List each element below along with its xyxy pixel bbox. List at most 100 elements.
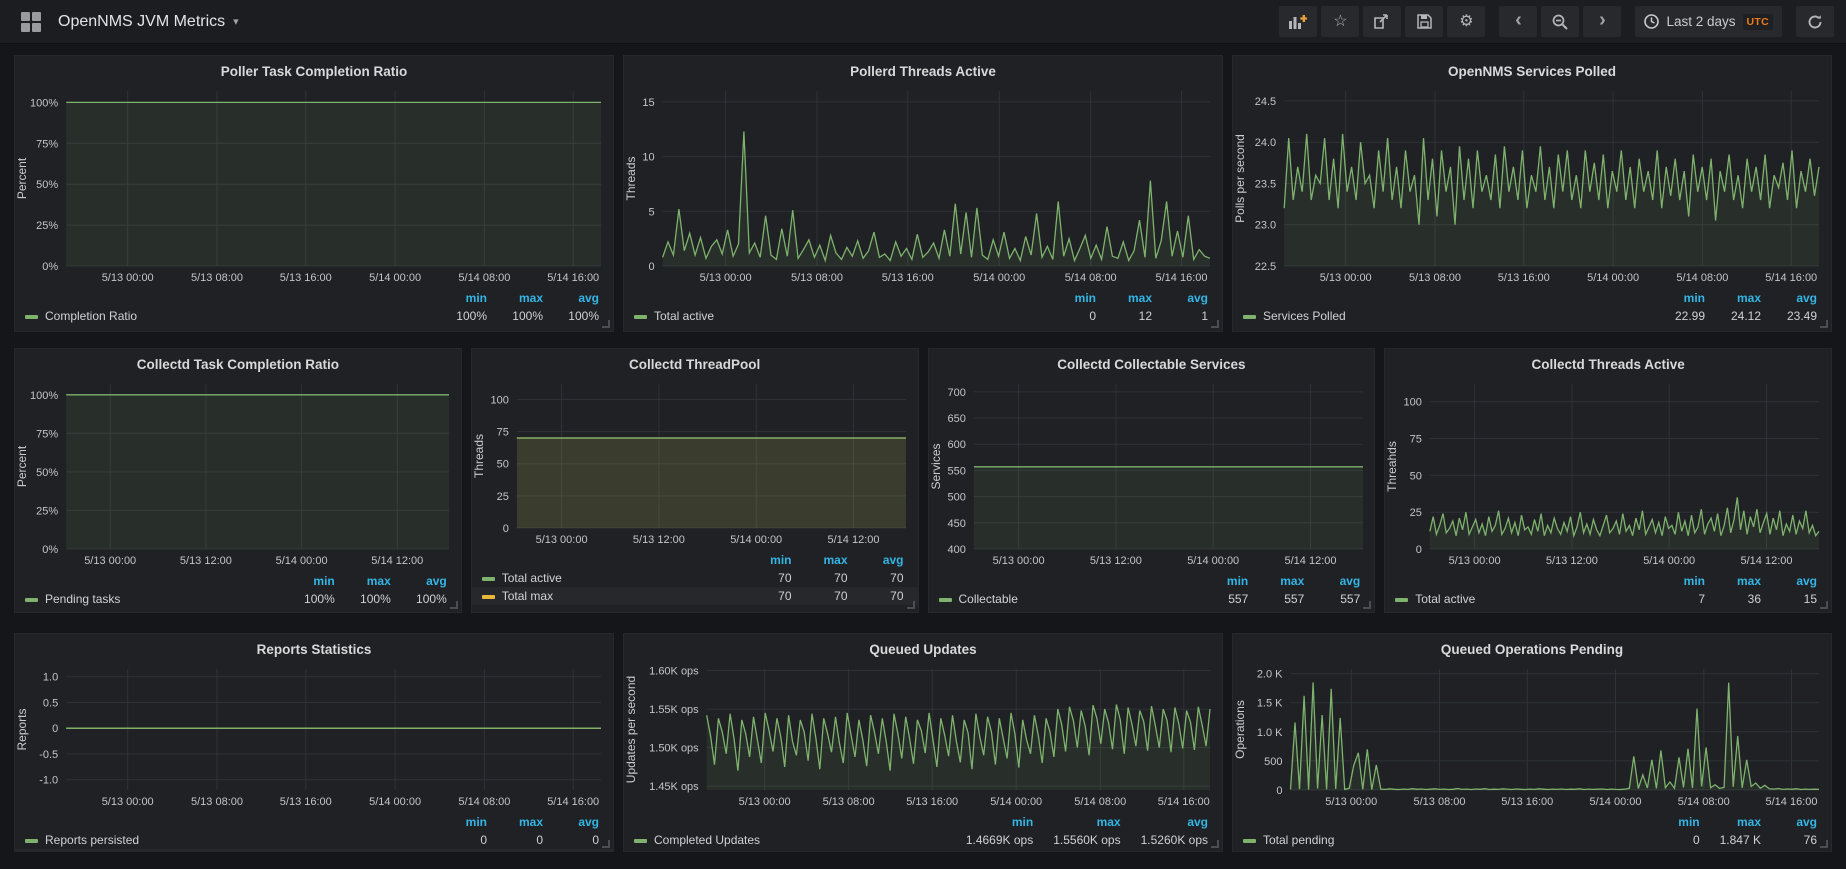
legend-series-label[interactable]: Total active <box>472 569 750 587</box>
refresh-button[interactable] <box>1796 6 1834 37</box>
chart-collectd-task-completion-ratio[interactable]: 0% 25% 50% 75% 100% 5/13 00:00 5/13 12:00 5/14 … <box>15 375 461 570</box>
legend-row-total-active: Total active 0 12 1 <box>624 307 1222 325</box>
legend-series-label[interactable]: Collectable <box>929 590 1207 608</box>
svg-text:75: 75 <box>496 427 508 439</box>
chart-reports-statistics[interactable]: -1.0 -0.5 0 0.5 1.0 5/13 00:00 5/13 08:00 5/13 … <box>15 660 613 811</box>
panel-title-pollerd-threads-active[interactable]: Pollerd Threads Active <box>850 63 996 79</box>
legend-max-header: max <box>823 553 848 567</box>
svg-text:550: 550 <box>947 465 965 477</box>
svg-text:5/13 00:00: 5/13 00:00 <box>739 796 791 808</box>
legend-avg-value: 100% <box>568 309 599 323</box>
svg-text:75%: 75% <box>36 428 58 440</box>
panel-title-reports-statistics[interactable]: Reports Statistics <box>256 641 372 657</box>
legend-max-value: 24.12 <box>1730 309 1761 323</box>
legend-avg-value: 100% <box>416 592 447 606</box>
legend-pollerd-threads-active: min max avg Total active 0 12 1 <box>624 289 1222 325</box>
legend-header: min max avg <box>929 572 1375 590</box>
svg-text:5/13 00:00: 5/13 00:00 <box>1325 796 1377 808</box>
navbar-timepicker-group: Last 2 days UTC <box>1635 6 1782 37</box>
zoom-out-button[interactable] <box>1541 6 1580 37</box>
svg-text:5/13 16:00: 5/13 16:00 <box>1498 272 1550 284</box>
svg-text:50: 50 <box>496 459 508 471</box>
svg-text:5/13 08:00: 5/13 08:00 <box>791 272 843 284</box>
svg-text:450: 450 <box>947 518 965 530</box>
gear-icon: ⚙ <box>1459 12 1474 30</box>
svg-text:5/14 16:00: 5/14 16:00 <box>1765 272 1817 284</box>
dashboard-title[interactable]: OpenNMS JVM Metrics ▾ <box>58 13 239 31</box>
panel-title-poller-task-completion-ratio[interactable]: Poller Task Completion Ratio <box>220 63 408 79</box>
legend-queued-updates: min max avg Completed Updates 1.4669K op… <box>624 813 1222 849</box>
legend-series-label[interactable]: Reports started <box>15 849 445 851</box>
legend-series-label[interactable]: Total active <box>1385 590 1663 608</box>
legend-max-value: 1.847 K <box>1719 833 1761 847</box>
chart-queued-updates[interactable]: 1.45K ops 1.50K ops 1.55K ops 1.60K ops 5/13… <box>624 660 1222 811</box>
svg-text:5/13 12:00: 5/13 12:00 <box>180 555 232 567</box>
legend-header: min max avg <box>1233 289 1831 307</box>
chart-pollerd-threads-active[interactable]: 0 5 10 15 5/13 00:00 5/13 08:00 5/13 16:00 5/14… <box>624 82 1222 287</box>
legend-series-label[interactable]: Total max <box>472 587 750 605</box>
chart-queued-operations-pending[interactable]: 0 500 1.0 K 1.5 K 2.0 K 5/13 00:00 5/13 08:00 5… <box>1233 660 1831 811</box>
legend-avg-header: avg <box>1187 291 1208 305</box>
legend-avg-header: avg <box>1796 574 1817 588</box>
svg-text:2.0 K: 2.0 K <box>1257 669 1283 681</box>
legend-min-value: 0 <box>1692 833 1700 847</box>
time-picker-button[interactable]: Last 2 days UTC <box>1635 6 1782 37</box>
panel-title-collectd-threads-active[interactable]: Collectd Threads Active <box>1531 356 1685 372</box>
panel-title-collectd-threadpool[interactable]: Collectd ThreadPool <box>628 356 761 372</box>
svg-text:Threads: Threads <box>472 434 486 478</box>
legend-series-label[interactable]: Completed Updates <box>624 831 960 849</box>
svg-text:1.0 K: 1.0 K <box>1257 727 1283 739</box>
svg-text:5/13 08:00: 5/13 08:00 <box>1414 796 1466 808</box>
legend-header: min max avg <box>15 813 613 831</box>
svg-text:5/13 08:00: 5/13 08:00 <box>823 796 875 808</box>
svg-text:0%: 0% <box>42 261 58 273</box>
svg-text:23.0: 23.0 <box>1255 220 1276 232</box>
panel-title-collectd-collectable-services[interactable]: Collectd Collectable Services <box>1057 356 1246 372</box>
panel-title-collectd-task-completion-ratio[interactable]: Collectd Task Completion Ratio <box>136 356 340 372</box>
star-button[interactable]: ☆ <box>1321 6 1360 37</box>
svg-text:5/14 12:00: 5/14 12:00 <box>1284 555 1336 567</box>
panel-title-queued-updates[interactable]: Queued Updates <box>869 641 977 657</box>
legend-min-value: 22.99 <box>1674 309 1705 323</box>
chart-collectd-collectable-services[interactable]: 400 450 500 550 600 650 700 5/13 00:00 5/13 12:0… <box>929 375 1375 570</box>
legend-min-header: min <box>465 815 487 829</box>
legend-series-label[interactable]: Reports persisted <box>15 831 445 849</box>
legend-series-label[interactable]: Total active <box>624 307 1054 325</box>
settings-button[interactable]: ⚙ <box>1447 6 1486 37</box>
legend-min-header: min <box>465 291 487 305</box>
legend-series-label[interactable]: Pending tasks <box>15 590 293 608</box>
chart-opennms-services-polled[interactable]: 22.5 23.0 23.5 24.0 24.5 5/13 00:00 5/13 08:00… <box>1233 82 1831 287</box>
svg-text:5/13 16:00: 5/13 16:00 <box>906 796 958 808</box>
time-back-button[interactable]: ‹ <box>1499 6 1538 37</box>
legend-min-value: 70 <box>778 589 792 603</box>
panel-title-queued-operations-pending[interactable]: Queued Operations Pending <box>1440 641 1624 657</box>
svg-text:0: 0 <box>1276 785 1282 797</box>
legend-series-label[interactable]: Completion Ratio <box>15 307 445 325</box>
svg-text:24.0: 24.0 <box>1255 137 1276 149</box>
series-color-dash-icon <box>634 314 647 319</box>
svg-text:100%: 100% <box>30 390 58 402</box>
chart-poller-task-completion-ratio[interactable]: 0% 25% 50% 75% 100% 5/13 00:00 5/13 08:00 5/13 … <box>15 82 613 287</box>
share-button[interactable] <box>1363 6 1402 37</box>
svg-text:5/13 08:00: 5/13 08:00 <box>1409 272 1461 284</box>
legend-queued-operations-pending: min max avg Total pending 0 1.847 K 76 <box>1233 813 1831 849</box>
add-panel-button[interactable] <box>1279 6 1318 37</box>
svg-text:5/14 16:00: 5/14 16:00 <box>1158 796 1210 808</box>
caret-down-icon: ▾ <box>233 16 239 28</box>
panel-title-opennms-services-polled[interactable]: OpenNMS Services Polled <box>1447 63 1617 79</box>
legend-series-label[interactable]: Services Polled <box>1233 307 1663 325</box>
svg-text:5/13 00:00: 5/13 00:00 <box>535 534 587 546</box>
legend-avg-value: 70 <box>890 589 904 603</box>
chart-collectd-threads-active[interactable]: 0 25 50 75 100 5/13 00:00 5/13 12:00 5/14 00:00… <box>1385 375 1831 570</box>
save-button[interactable] <box>1405 6 1444 37</box>
chart-collectd-threadpool[interactable]: 0 25 50 75 100 5/13 00:00 5/13 12:00 5/14 00:00… <box>472 375 918 549</box>
svg-text:Updates per second: Updates per second <box>624 676 638 783</box>
time-forward-button[interactable]: › <box>1583 6 1622 37</box>
legend-series-label[interactable]: Total pending <box>1233 831 1658 849</box>
svg-text:Services: Services <box>929 443 943 489</box>
dashboard-picker-button[interactable] <box>12 6 50 38</box>
dashboard-row-1: Poller Task Completion Ratio 0% 25% 50% 75% 1… <box>14 55 1832 332</box>
legend-max-value: 100% <box>512 309 543 323</box>
legend-collectd-threadpool: min max avg Total active 70 70 70 Total … <box>472 551 918 605</box>
svg-text:5/13 00:00: 5/13 00:00 <box>102 272 154 284</box>
